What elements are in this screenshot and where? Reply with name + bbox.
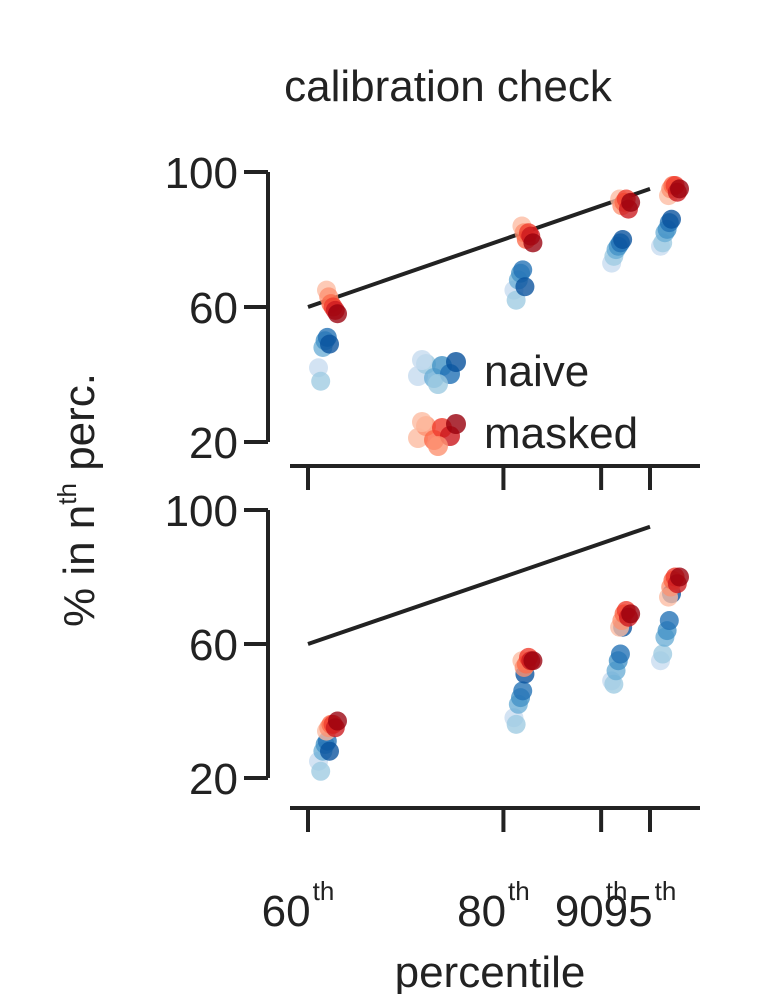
naive-point (662, 209, 681, 229)
naive-point (320, 334, 339, 354)
masked-point (670, 179, 689, 199)
masked-legend-marker (428, 436, 448, 456)
y-tick-label: 100 (165, 149, 238, 198)
reference-line (307, 524, 651, 646)
panel-bottom: 20 60 100 (165, 487, 700, 832)
y-axis-label-prefix: % in n (55, 505, 104, 627)
masked-point (523, 233, 543, 253)
x-tick-label: 90th (555, 876, 628, 936)
x-tick-label: 80th (457, 876, 530, 936)
x-axis-label: percentile (395, 948, 586, 994)
masked-point (523, 651, 543, 671)
reference-line (307, 186, 651, 309)
y-axis-label-suffix: perc. (55, 373, 104, 483)
naive-point (513, 681, 533, 701)
masked-legend-marker (446, 414, 466, 434)
naive-point (506, 290, 526, 310)
naive-point (513, 260, 533, 280)
masked-point (670, 567, 689, 587)
masked-point (328, 304, 347, 324)
naive-point (311, 761, 331, 781)
chart-title: calibration check (284, 62, 613, 111)
naive-legend-marker (446, 352, 466, 372)
naive-point (311, 371, 331, 391)
legend-label-naive: naive (484, 347, 589, 396)
masked-point (621, 604, 641, 624)
legend-label-masked: masked (484, 409, 638, 458)
masked-point (328, 711, 347, 731)
panel-top: 20 60 100 (165, 149, 700, 490)
y-tick-label: 100 (165, 487, 238, 536)
x-tick-label: 60th (262, 876, 335, 936)
y-axis-label-superscript: th (52, 483, 82, 505)
naive-point (659, 611, 679, 631)
masked-point (621, 192, 641, 212)
naive-point (506, 714, 526, 734)
naive-point (613, 230, 633, 249)
y-tick-label: 60 (189, 284, 238, 333)
naive-legend-marker (412, 350, 432, 370)
naive-point (320, 741, 339, 761)
naive-legend-marker (428, 374, 448, 394)
y-tick-label: 20 (189, 419, 238, 468)
legend: naive masked (408, 347, 638, 458)
naive-point (653, 644, 673, 664)
masked-legend-marker (412, 412, 432, 432)
naive-point (515, 277, 535, 297)
y-tick-label: 60 (189, 621, 238, 670)
y-tick-label: 20 (189, 755, 238, 804)
x-tick-label: 95th (604, 876, 677, 936)
y-axis-label: % in nth perc. (52, 373, 104, 627)
naive-point (610, 644, 630, 664)
